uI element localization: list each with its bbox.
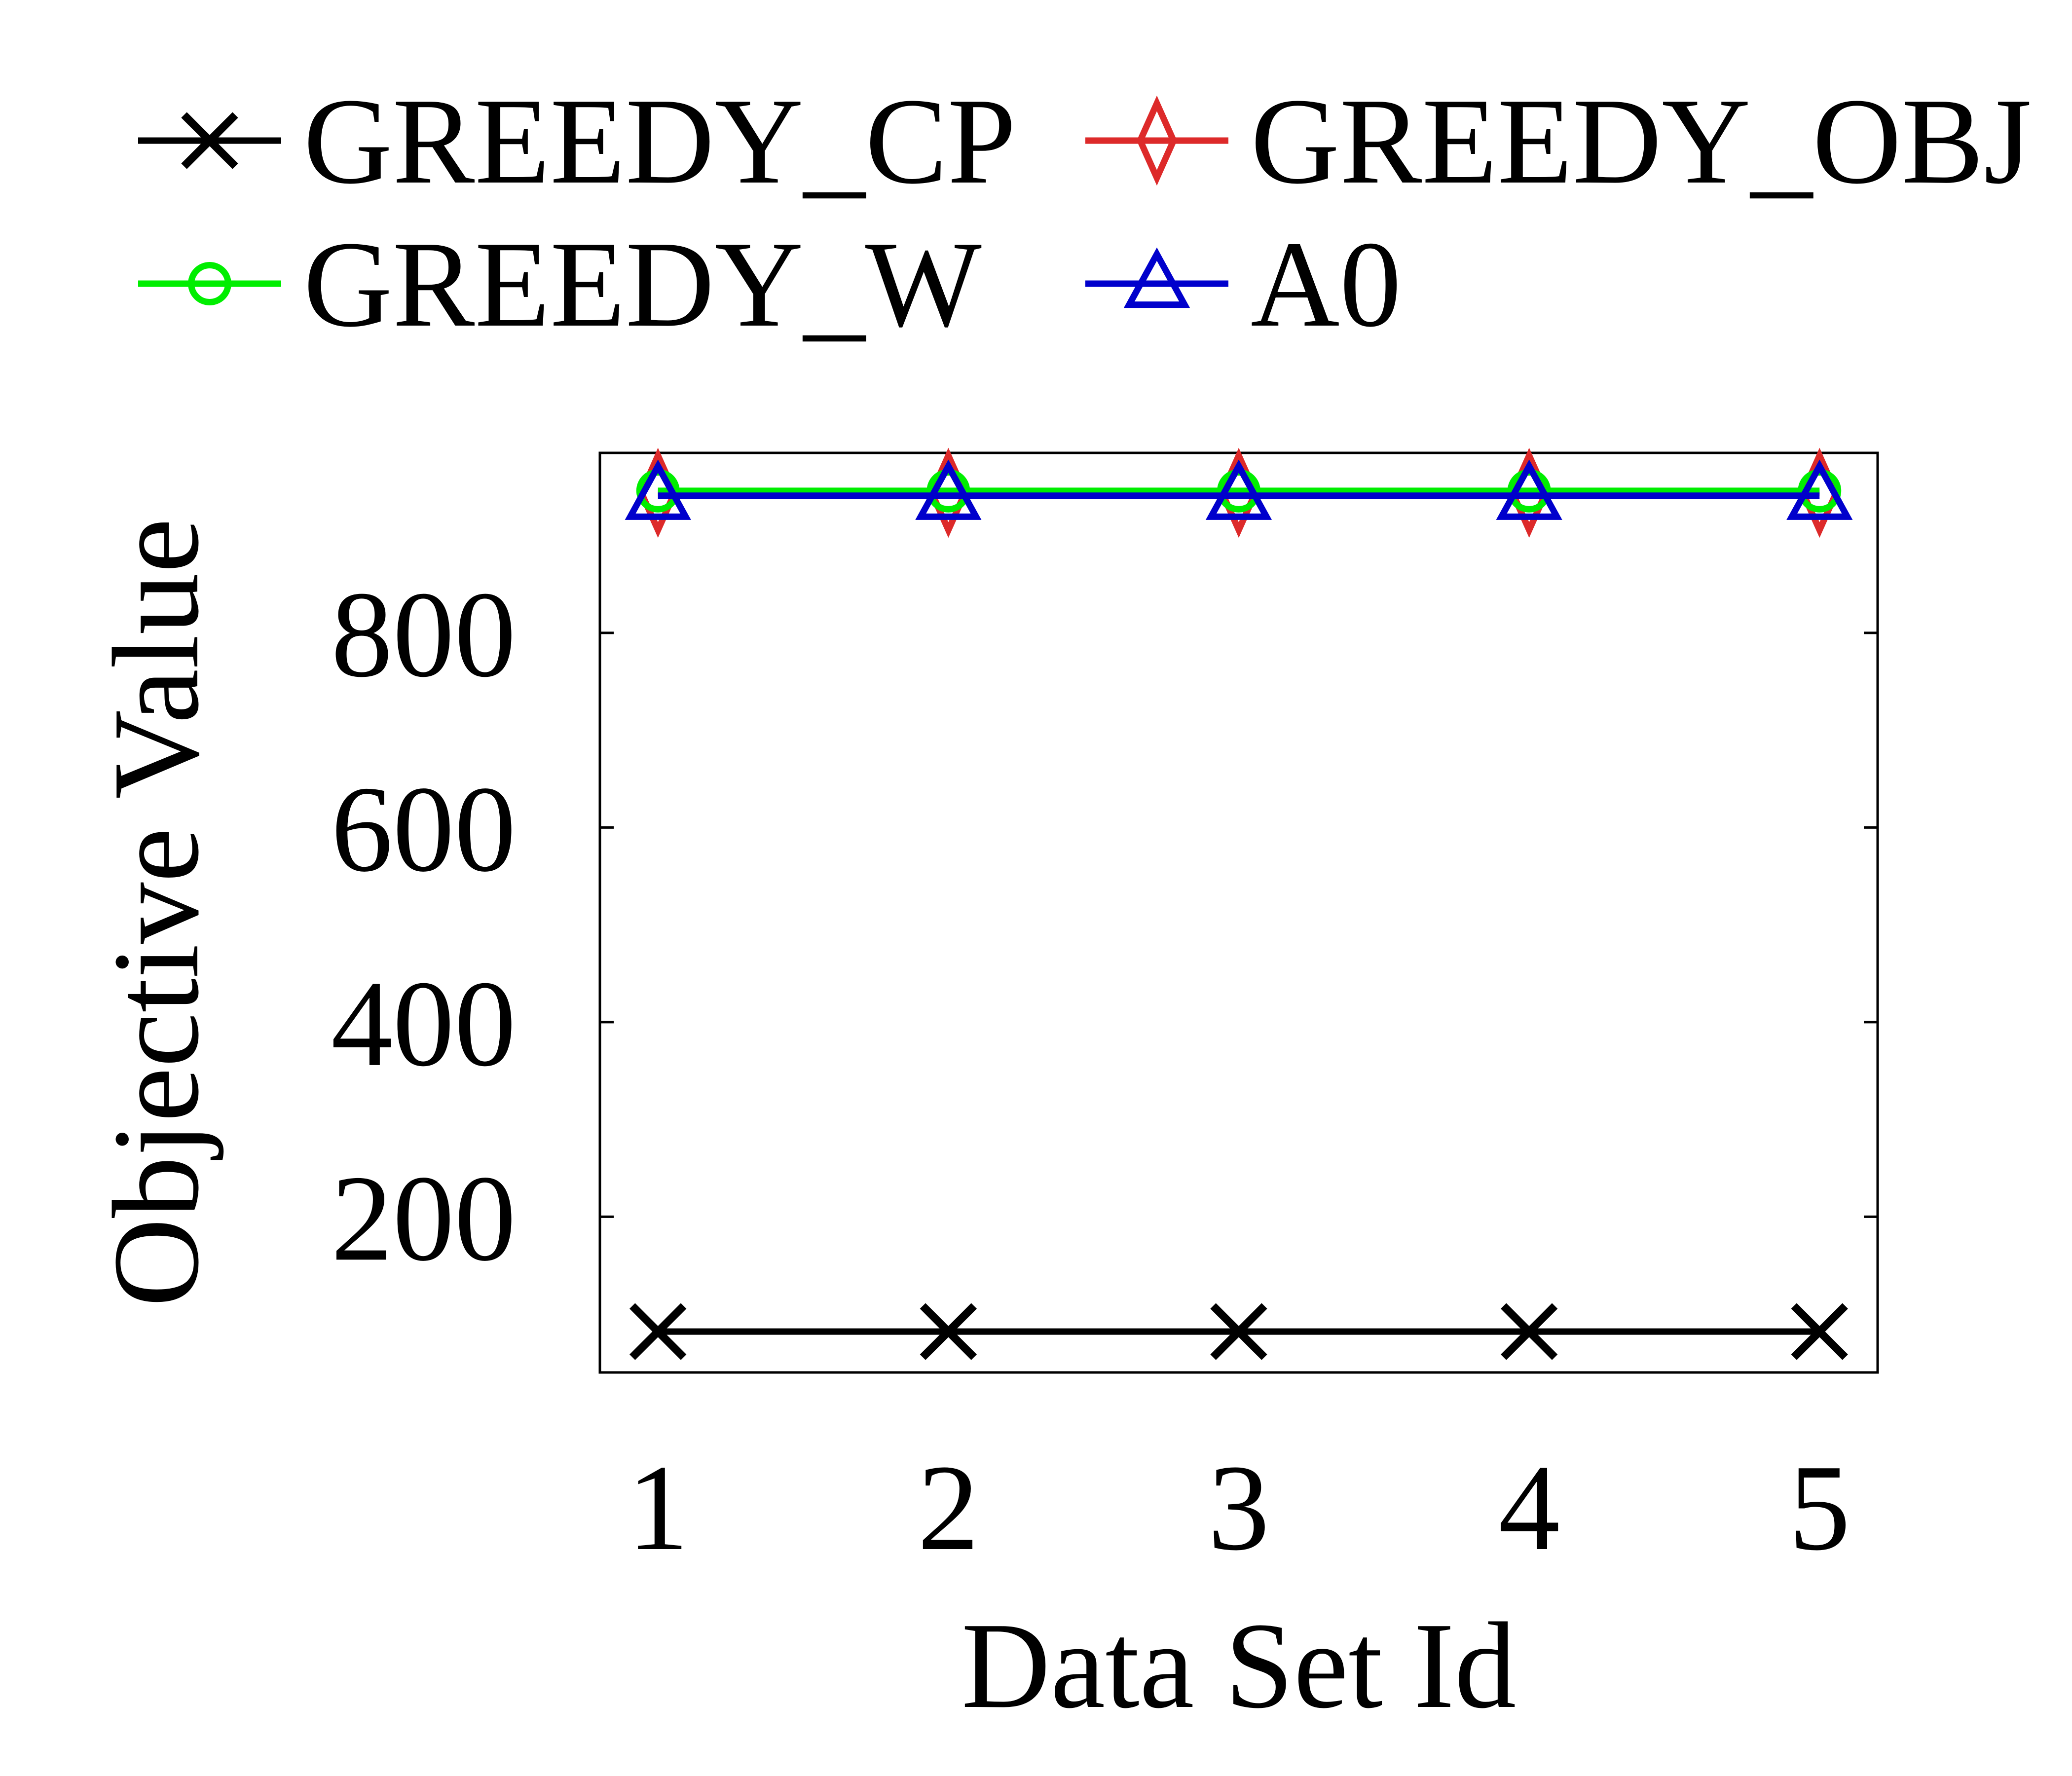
series-greedy-cp xyxy=(629,1303,1848,1360)
legend-item-greedy-cp: GREEDY_CP xyxy=(138,73,1016,210)
series-a0 xyxy=(625,459,1853,520)
data-point-greedy-cp-5 xyxy=(1791,1303,1848,1360)
tick-labels: 200 400 600 800 1 2 3 4 5 xyxy=(331,566,1850,1576)
legend-triangle-icon xyxy=(1123,247,1190,308)
legend-item-greedy-w: GREEDY_W xyxy=(138,216,982,353)
y-axis-label: Objective Value xyxy=(88,518,224,1307)
x-tick-label: 1 xyxy=(627,1440,689,1576)
legend-label: A0 xyxy=(1251,216,1402,353)
data-point-a0-3 xyxy=(1205,459,1272,520)
y-tick-label: 800 xyxy=(331,566,516,703)
y-tick-label: 600 xyxy=(331,761,516,897)
legend-diamond-icon xyxy=(1137,95,1177,186)
x-tick-label: 2 xyxy=(918,1440,979,1576)
legend-x-icon xyxy=(181,112,238,169)
series-greedy-w xyxy=(636,469,1842,513)
data-point-a0-5 xyxy=(1786,459,1853,520)
y-tick-label: 400 xyxy=(331,956,516,1092)
x-tick-label: 3 xyxy=(1208,1440,1270,1576)
x-axis-label: Data Set Id xyxy=(962,1597,1517,1734)
legend: GREEDY_CP GREEDY_OBJ GREEDY_W A0 xyxy=(138,73,2032,353)
legend-label: GREEDY_W xyxy=(303,216,982,353)
legend-item-greedy-obj: GREEDY_OBJ xyxy=(1085,73,2032,210)
legend-item-a0: A0 xyxy=(1085,216,1402,353)
tick-marks xyxy=(600,631,1878,1218)
legend-circle-icon xyxy=(188,262,231,305)
series-layer xyxy=(625,447,1853,1360)
data-point-greedy-cp-1 xyxy=(629,1303,687,1360)
y-tick-label: 200 xyxy=(331,1150,516,1287)
x-tick-label: 5 xyxy=(1789,1440,1850,1576)
x-tick-label: 4 xyxy=(1498,1440,1560,1576)
data-point-a0-4 xyxy=(1496,459,1562,520)
data-point-greedy-cp-2 xyxy=(920,1303,977,1360)
legend-label: GREEDY_OBJ xyxy=(1251,73,2032,210)
axes-frame xyxy=(598,451,1879,1374)
legend-label: GREEDY_CP xyxy=(303,73,1016,210)
data-point-greedy-cp-3 xyxy=(1210,1303,1267,1360)
plot-area xyxy=(598,447,1879,1374)
data-point-greedy-cp-4 xyxy=(1500,1303,1558,1360)
data-point-a0-1 xyxy=(625,459,691,520)
data-point-a0-2 xyxy=(915,459,982,520)
